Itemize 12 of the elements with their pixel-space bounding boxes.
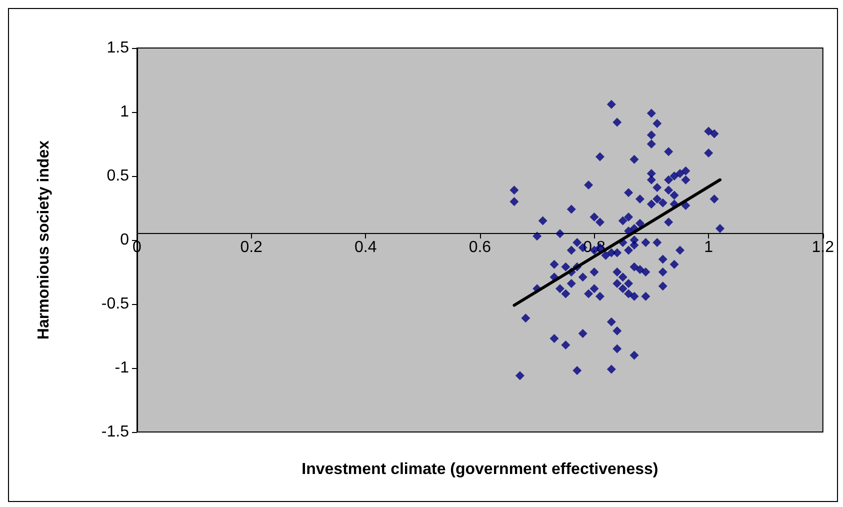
y-axis-title: Harmonious society index xyxy=(36,140,52,340)
x-tick-label: 1 xyxy=(704,239,714,256)
y-tick-label: -0.5 xyxy=(101,296,130,312)
y-tick-label: -1.5 xyxy=(101,424,130,440)
y-tick-label: -1 xyxy=(114,360,130,376)
y-tick-label: 0.5 xyxy=(106,168,130,184)
x-tick-label: 0.2 xyxy=(240,239,263,256)
x-tick-label: 0.6 xyxy=(468,239,492,256)
x-tick-label: 0.4 xyxy=(354,239,377,256)
x-axis-title: Investment climate (government effectiveness) xyxy=(302,461,658,478)
y-tick-label: 1.5 xyxy=(106,40,130,56)
y-tick-label: 1 xyxy=(120,104,130,120)
